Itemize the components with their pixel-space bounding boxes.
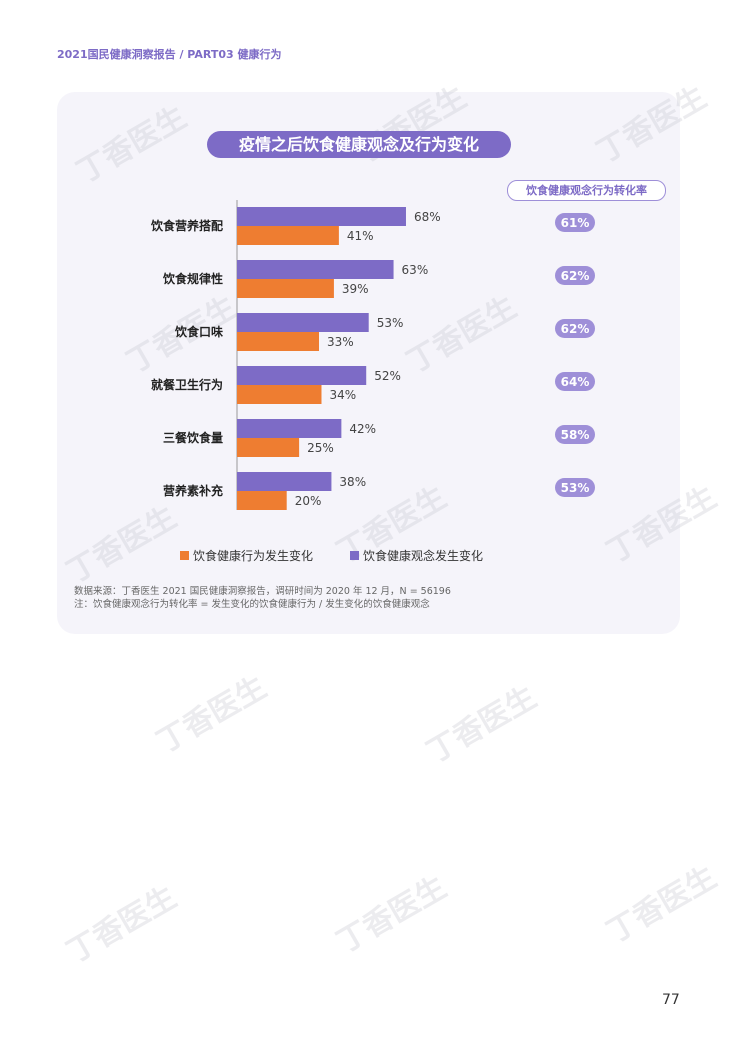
rate-value: 62% — [561, 322, 590, 336]
rate-value: 58% — [561, 428, 590, 442]
category-label: 三餐饮食量 — [163, 430, 223, 445]
bar-concept — [237, 419, 342, 438]
category-label: 营养素补充 — [163, 483, 223, 498]
value-label-concept: 63% — [402, 263, 429, 277]
legend-behavior: 饮食健康行为发生变化 — [180, 547, 313, 564]
bar-behavior — [237, 385, 322, 404]
footnote: 注：饮食健康观念行为转化率 = 发生变化的饮食健康行为 / 发生变化的饮食健康观… — [74, 599, 430, 610]
bar-behavior — [237, 279, 334, 298]
bar-behavior — [237, 226, 339, 245]
category-label: 饮食口味 — [174, 324, 223, 339]
rate-badge — [555, 319, 595, 338]
source-note: 数据来源：丁香医生 2021 国民健康洞察报告，调研时间为 2020 年 12 … — [74, 586, 451, 597]
bar-concept — [237, 207, 406, 226]
bar-concept — [237, 366, 367, 385]
watermark: 丁香医生 — [421, 679, 543, 771]
value-label-concept: 38% — [339, 475, 366, 489]
rate-value: 64% — [561, 375, 590, 389]
category-label: 饮食营养搭配 — [150, 218, 223, 233]
legend-swatch — [180, 551, 189, 560]
rate-value: 61% — [561, 216, 590, 230]
rate-value: 53% — [561, 481, 590, 495]
bar-concept — [237, 472, 332, 491]
watermark: 丁香医生 — [601, 859, 723, 951]
watermark: 丁香医生 — [61, 879, 183, 971]
rate-badge — [555, 372, 595, 391]
page-number: 77 — [662, 992, 680, 1008]
legend-label: 饮食健康行为发生变化 — [193, 549, 314, 563]
value-label-behavior: 39% — [342, 282, 369, 296]
bar-behavior — [237, 491, 287, 510]
chart-title: 疫情之后饮食健康观念及行为变化 — [207, 131, 511, 158]
watermark: 丁香医生 — [151, 669, 273, 761]
value-label-behavior: 34% — [329, 388, 356, 402]
rate-header: 饮食健康观念行为转化率 — [507, 180, 666, 201]
bar-concept — [237, 313, 369, 332]
bar-concept — [237, 260, 394, 279]
bar-behavior — [237, 438, 300, 457]
bar-behavior — [237, 332, 320, 351]
category-label: 饮食规律性 — [162, 271, 223, 286]
value-label-behavior: 33% — [327, 335, 354, 349]
watermark: 丁香医生 — [331, 869, 453, 961]
rate-badge — [555, 478, 595, 497]
rate-badge — [555, 425, 595, 444]
value-label-behavior: 25% — [307, 441, 334, 455]
value-label-behavior: 41% — [347, 229, 374, 243]
rate-badge — [555, 213, 595, 232]
legend-swatch — [350, 551, 359, 560]
page-header: 2021国民健康洞察报告 / PART03 健康行为 — [57, 48, 282, 61]
legend-concept: 饮食健康观念发生变化 — [350, 547, 483, 564]
value-label-concept: 42% — [349, 422, 376, 436]
value-label-behavior: 20% — [295, 494, 322, 508]
rate-badge — [555, 266, 595, 285]
legend-label: 饮食健康观念发生变化 — [363, 549, 484, 563]
value-label-concept: 53% — [377, 316, 404, 330]
category-label: 就餐卫生行为 — [151, 377, 223, 392]
rate-value: 62% — [561, 269, 590, 283]
value-label-concept: 52% — [374, 369, 401, 383]
value-label-concept: 68% — [414, 210, 441, 224]
bar-chart: 饮食营养搭配 68% 41% 61% 饮食规律性 63% 39% 62% 饮食口味 53% 33% 6… — [150, 200, 595, 510]
